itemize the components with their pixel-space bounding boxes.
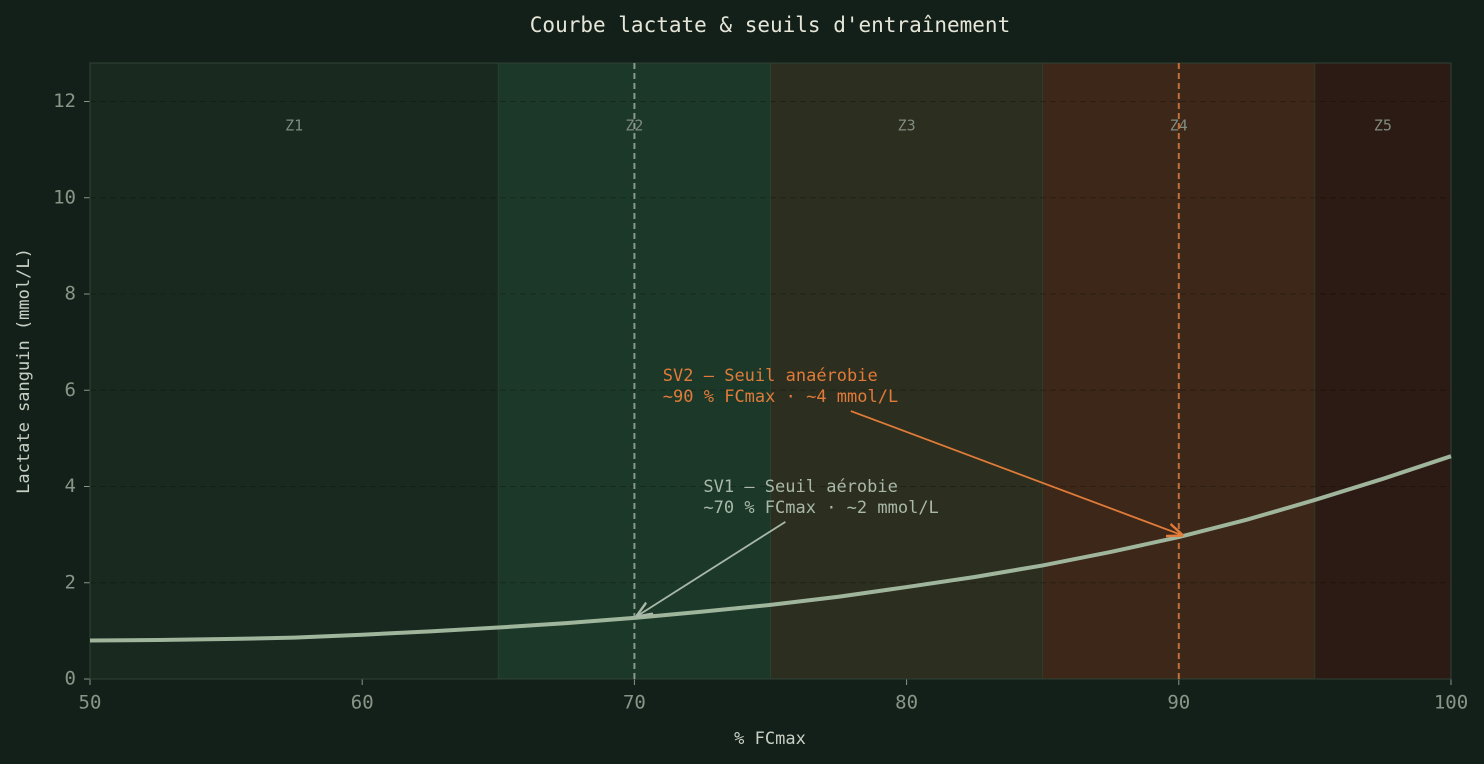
x-tick-label: 60 xyxy=(351,692,374,714)
annotation-text: SV1 — Seuil aérobie xyxy=(703,477,897,497)
y-tick-label: 8 xyxy=(65,283,76,305)
annotation-arrow xyxy=(637,521,786,616)
x-tick-label: 80 xyxy=(895,692,918,714)
y-tick-label: 6 xyxy=(65,379,76,401)
x-tick-label: 50 xyxy=(79,692,102,714)
annotation-arrow xyxy=(850,410,1182,535)
plot-frame xyxy=(89,62,1452,680)
x-tick-label: 90 xyxy=(1167,692,1190,714)
x-tick-label: 70 xyxy=(623,692,646,714)
annotation-text: SV2 — Seuil anaérobie xyxy=(663,366,878,386)
zone-label: Z3 xyxy=(898,117,916,135)
y-tick-label: 12 xyxy=(53,90,76,112)
chart-title: Courbe lactate & seuils d'entraînement xyxy=(530,13,1010,37)
zone xyxy=(770,62,1044,680)
zone-label: Z1 xyxy=(285,117,303,135)
zone xyxy=(1314,62,1452,680)
zone xyxy=(89,62,499,680)
y-axis-label: Lactate sanguin (mmol/L) xyxy=(14,248,34,494)
x-axis-label: % FCmax xyxy=(734,729,806,749)
x-tick-label: 100 xyxy=(1434,692,1468,714)
zone-label: Z5 xyxy=(1374,117,1392,135)
y-tick-label: 4 xyxy=(65,475,76,497)
y-tick-label: 2 xyxy=(65,571,76,593)
y-tick-label: 10 xyxy=(53,186,76,208)
annotation-text: ~90 % FCmax · ~4 mmol/L xyxy=(663,387,898,407)
annotation-text: ~70 % FCmax · ~2 mmol/L xyxy=(703,498,938,518)
lactate-curve xyxy=(89,454,1452,643)
y-tick-label: 0 xyxy=(65,668,76,690)
